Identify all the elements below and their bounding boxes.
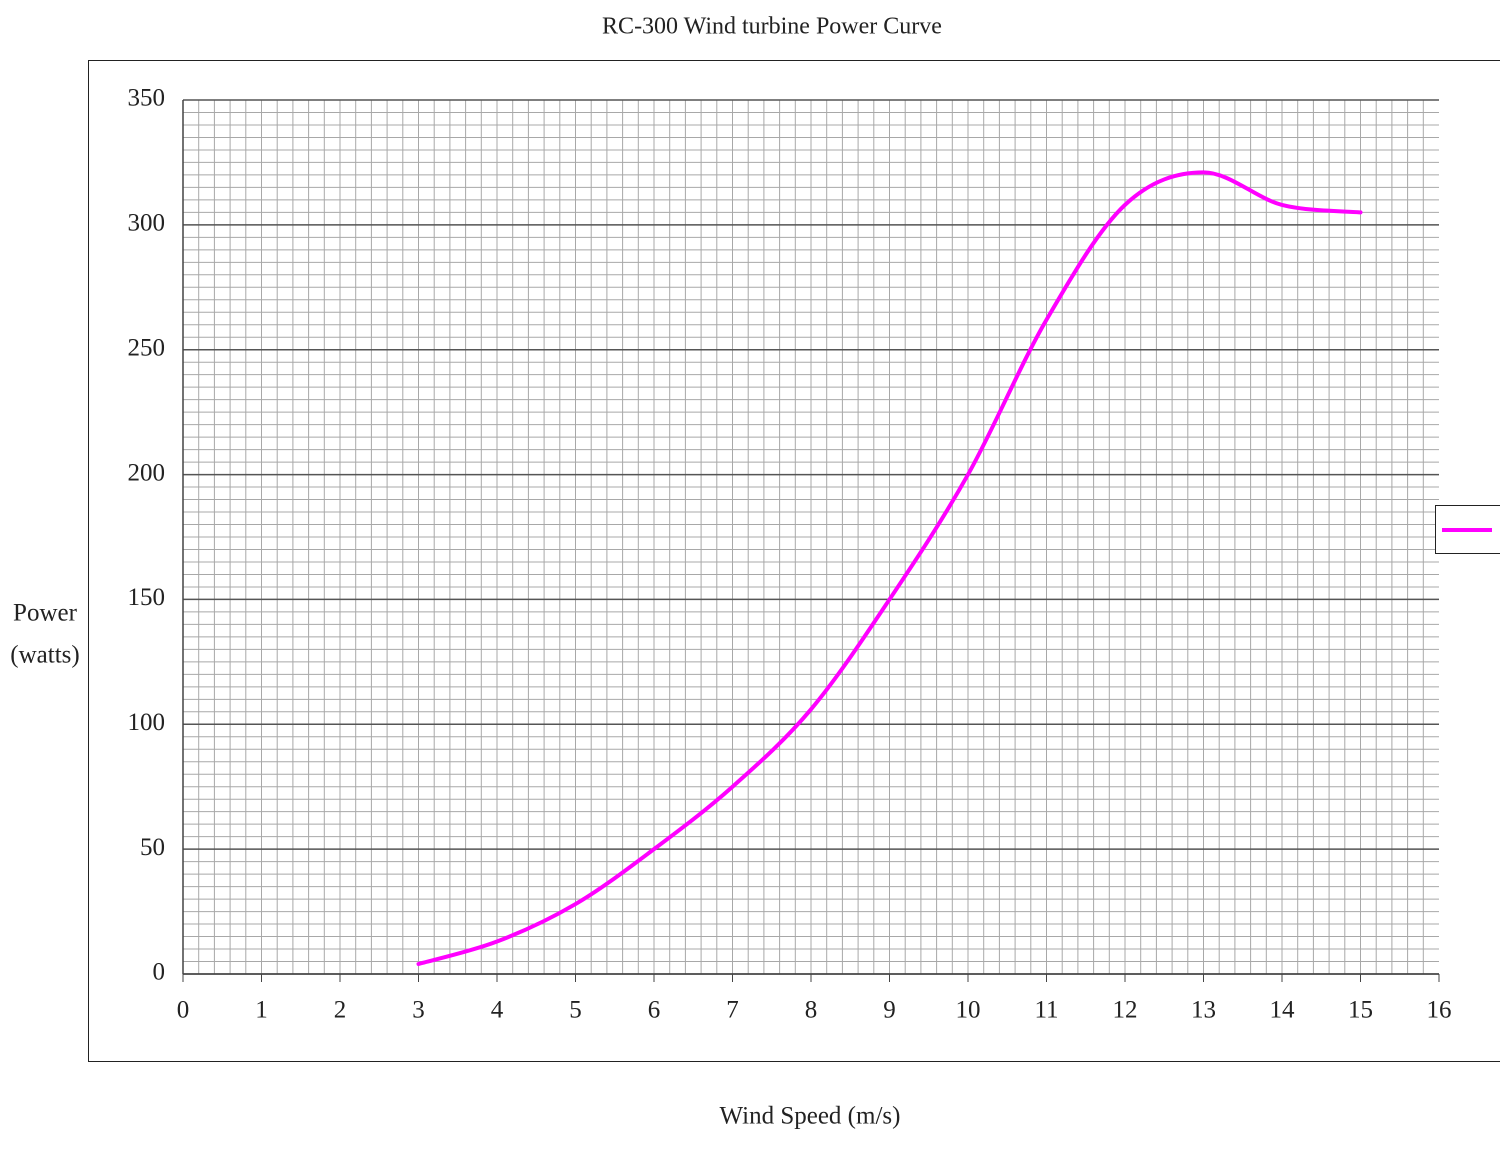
- y-tick-label: 0: [153, 959, 166, 986]
- x-tick-label: 11: [1034, 997, 1058, 1024]
- x-tick-label: 2: [334, 997, 347, 1024]
- series-line: [416, 170, 1363, 967]
- x-tick-label: 15: [1348, 997, 1373, 1024]
- y-tick-label: 300: [128, 210, 166, 237]
- x-tick-label: 9: [883, 997, 896, 1024]
- y-tick-label: 200: [128, 459, 166, 486]
- x-tick-label: 5: [569, 997, 582, 1024]
- plot: [416, 170, 1363, 967]
- x-tick-label: 1: [255, 997, 268, 1024]
- y-tick-label: 100: [128, 709, 166, 736]
- x-tick-label: 3: [412, 997, 425, 1024]
- grid: [182, 99, 1440, 982]
- x-tick-label: 13: [1191, 997, 1216, 1024]
- y-axis-label: (watts): [10, 642, 79, 669]
- x-tick-label: 14: [1270, 997, 1296, 1024]
- x-tick-label: 0: [177, 997, 190, 1024]
- x-tick-label: 16: [1427, 997, 1452, 1024]
- x-tick-label: 8: [805, 997, 818, 1024]
- x-tick-label: 7: [726, 997, 739, 1024]
- y-tick-label: 350: [128, 85, 166, 112]
- x-tick-label: 12: [1113, 997, 1138, 1024]
- x-axis-label: Wind Speed (m/s): [720, 1103, 901, 1130]
- legend: [1435, 505, 1500, 554]
- x-tick-label: 10: [956, 997, 981, 1024]
- y-tick-label: 50: [140, 834, 165, 861]
- x-tick-label: 4: [491, 997, 504, 1024]
- x-tick-label: 6: [648, 997, 661, 1024]
- y-axis-label: Power: [13, 600, 78, 627]
- y-tick-label: 150: [128, 584, 166, 611]
- y-tick-label: 250: [128, 334, 166, 361]
- chart-title: RC-300 Wind turbine Power Curve: [602, 14, 942, 40]
- chart-frame: [88, 60, 1500, 1062]
